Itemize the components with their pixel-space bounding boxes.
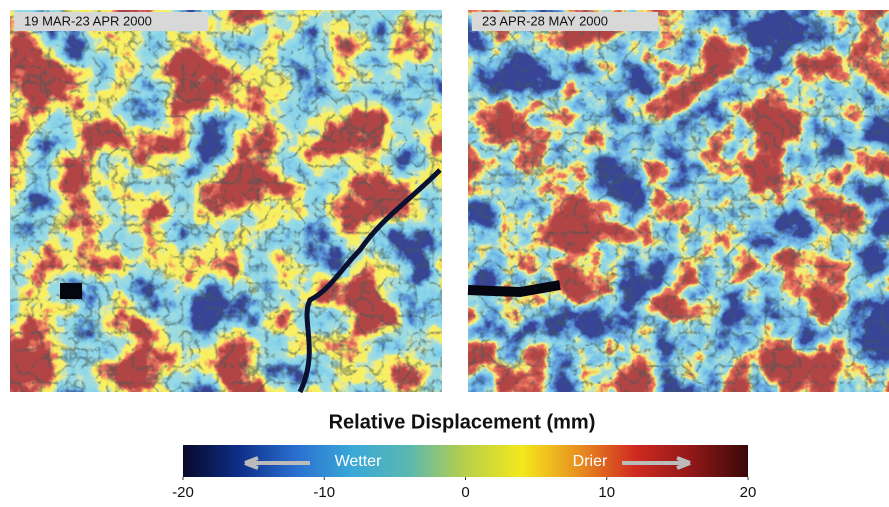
drainage-overlay [468, 10, 889, 392]
wetter-label: Wetter [335, 453, 383, 470]
tick-label: 0 [461, 484, 469, 501]
lake [60, 283, 82, 299]
panel-label: 23 APR-28 MAY 2000 [482, 13, 608, 28]
tick-label: -20 [172, 484, 194, 501]
tick-label: -10 [313, 484, 335, 501]
drainage-overlay [10, 10, 442, 392]
panel-label: 19 MAR-23 APR 2000 [24, 13, 152, 28]
figure: 19 MAR-23 APR 2000 23 APR-28 MAY 2000 Re… [0, 0, 889, 502]
colorbar-title: Relative Displacement (mm) [329, 411, 596, 433]
tick-label: 10 [598, 484, 615, 501]
tick-label: 20 [740, 484, 757, 501]
colorbar: -20 -10 0 10 20 Wetter Drier [172, 445, 756, 501]
drier-label: Drier [573, 453, 608, 470]
page: {"panels": [{"label": "19 MAR-23 APR 200… [0, 0, 889, 502]
